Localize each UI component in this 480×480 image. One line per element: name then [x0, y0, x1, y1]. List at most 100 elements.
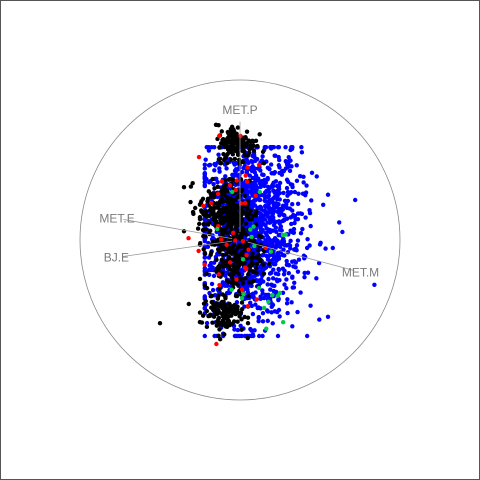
data-point-blue: [285, 297, 290, 302]
data-point-black: [234, 269, 240, 275]
data-point-black: [232, 156, 238, 162]
data-point-green: [240, 257, 246, 262]
anchor-line-bj-e: [122, 240, 233, 257]
data-point-blue: [309, 170, 315, 175]
data-point-blue: [323, 246, 328, 251]
data-point-blue: [202, 171, 207, 176]
data-point-black: [219, 129, 224, 134]
data-point-red: [244, 179, 250, 184]
data-point-blue: [266, 236, 272, 242]
data-point-black: [229, 147, 235, 153]
data-point-black: [245, 335, 250, 341]
data-point-black: [225, 199, 230, 205]
data-point-black: [231, 262, 236, 268]
data-point-blue: [266, 276, 271, 282]
data-point-red: [254, 297, 259, 302]
data-point-black: [239, 327, 244, 332]
data-point-black: [239, 187, 245, 193]
data-point-blue: [202, 305, 207, 310]
data-point-blue: [337, 220, 342, 225]
data-point-blue: [305, 236, 310, 242]
data-point-blue: [290, 275, 295, 280]
data-point-blue: [325, 192, 331, 197]
data-point-blue: [258, 197, 263, 203]
data-point-black: [220, 137, 225, 143]
data-point-black: [210, 176, 215, 182]
data-point-black: [243, 221, 249, 226]
data-point-red: [246, 247, 251, 252]
data-point-blue: [290, 285, 295, 290]
data-point-blue: [258, 182, 264, 187]
data-point-black: [197, 276, 203, 282]
data-point-green: [257, 189, 263, 195]
data-point-blue: [216, 152, 221, 157]
data-point-black: [255, 143, 260, 149]
data-point-blue: [270, 196, 276, 201]
data-point-blue: [293, 260, 298, 265]
data-point-red: [201, 203, 206, 209]
data-point-black: [259, 234, 264, 240]
data-point-red: [256, 162, 262, 168]
data-point-black: [229, 128, 234, 134]
data-point-blue: [273, 153, 278, 158]
data-point-blue: [270, 276, 276, 281]
data-point-blue: [268, 162, 274, 167]
data-point-black: [209, 250, 214, 255]
data-point-green: [251, 224, 256, 229]
data-point-blue: [280, 290, 286, 295]
data-point-red: [233, 238, 238, 243]
data-point-blue: [290, 324, 295, 329]
data-point-blue: [276, 219, 282, 224]
data-point-blue: [274, 254, 280, 259]
data-point-red: [233, 187, 238, 193]
data-point-black: [227, 301, 232, 307]
data-point-black: [253, 138, 259, 143]
data-point-black: [215, 296, 221, 301]
data-point-black: [249, 256, 254, 261]
data-point-red: [196, 248, 201, 254]
data-point-blue: [270, 211, 276, 216]
data-point-black: [239, 317, 244, 322]
data-point-black: [188, 199, 193, 205]
data-point-black: [216, 333, 221, 338]
data-point-blue: [292, 220, 297, 226]
data-point-blue: [245, 183, 250, 188]
data-point-black: [211, 192, 216, 197]
data-point-black: [219, 322, 225, 327]
data-point-blue: [265, 177, 270, 182]
data-point-black: [247, 146, 252, 152]
data-point-black: [238, 310, 244, 315]
data-point-blue: [276, 266, 281, 272]
data-point-red: [240, 239, 246, 244]
data-point-blue: [239, 169, 245, 175]
data-point-blue: [295, 238, 301, 243]
data-point-black: [245, 243, 250, 249]
data-point-black: [247, 268, 253, 273]
data-point-black: [223, 178, 228, 183]
data-point-black: [229, 143, 235, 149]
data-point-black: [229, 280, 235, 285]
data-point-black: [234, 232, 239, 237]
data-point-blue: [294, 243, 300, 248]
data-point-blue: [232, 162, 237, 167]
data-point-blue: [211, 181, 216, 187]
data-point-black: [220, 220, 226, 226]
anchor-line-met-m: [247, 241, 355, 272]
data-point-blue: [281, 190, 286, 196]
data-point-black: [197, 221, 202, 227]
data-point-blue: [304, 183, 309, 188]
data-point-black: [219, 257, 224, 263]
data-point-black: [256, 248, 261, 253]
data-point-blue: [209, 281, 215, 287]
data-point-black: [229, 275, 235, 281]
data-point-blue: [302, 270, 307, 276]
data-point-black: [240, 159, 246, 165]
data-point-blue: [269, 304, 274, 309]
data-point-black: [212, 186, 217, 191]
data-point-blue: [295, 201, 301, 206]
data-point-black: [188, 184, 194, 189]
data-point-black: [236, 263, 241, 269]
data-point-black: [253, 266, 259, 271]
data-point-blue: [286, 154, 291, 160]
data-point-blue: [265, 165, 271, 170]
